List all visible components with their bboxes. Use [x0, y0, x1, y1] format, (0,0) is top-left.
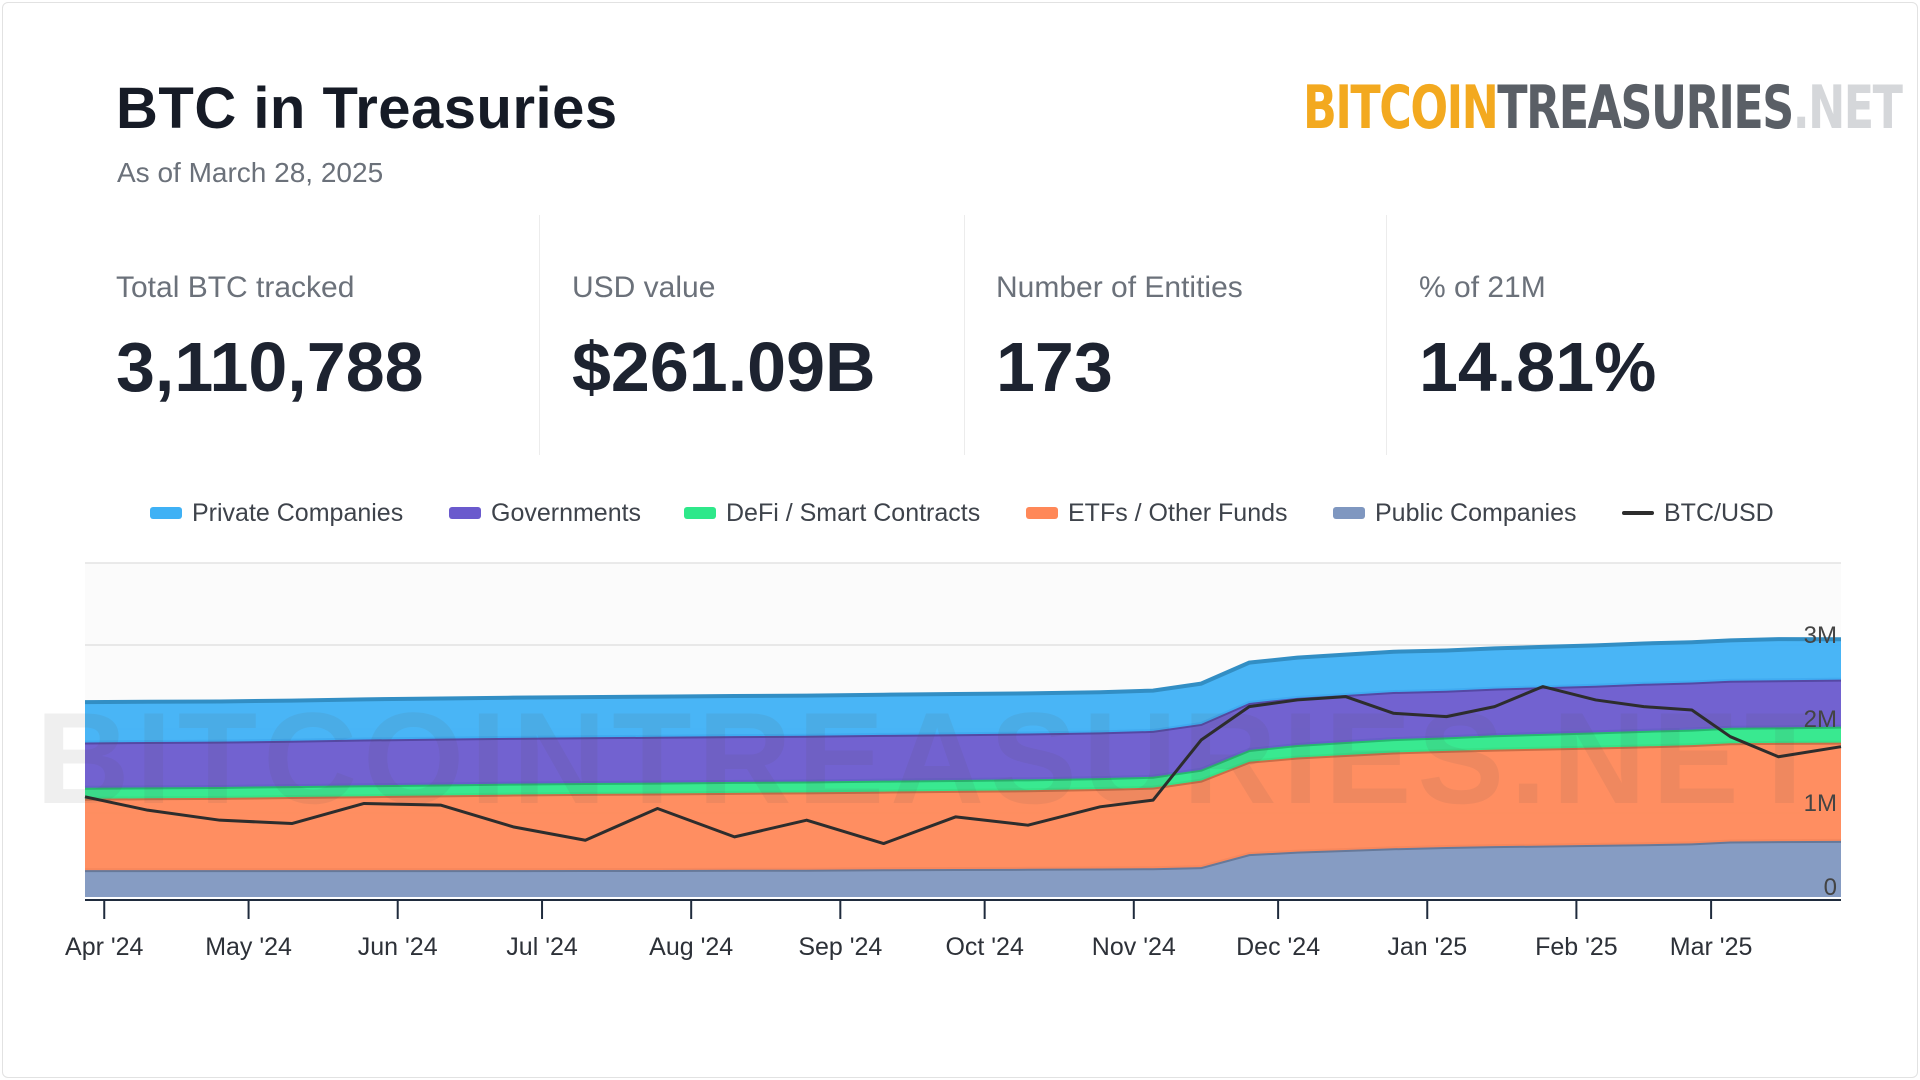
x-tick-label: May '24 [205, 933, 292, 961]
watermark-text: BITCOINTREASURIES.NET [36, 685, 1830, 831]
stat-label: % of 21M [1419, 271, 1546, 304]
x-tick-label: Jun '24 [358, 933, 438, 961]
stat-label: Number of Entities [996, 271, 1243, 304]
legend-item-public-companies[interactable]: Public Companies [1333, 493, 1577, 533]
stat-divider [539, 215, 540, 455]
x-tick-label: Aug '24 [649, 933, 733, 961]
area-public-companies [85, 840, 1841, 897]
legend-swatch [150, 507, 182, 519]
stat-value: 173 [996, 328, 1113, 406]
area-private-companies [85, 639, 1841, 743]
legend-label: Governments [491, 498, 642, 527]
x-tick-label: Jul '24 [506, 933, 578, 961]
stat-divider [1386, 215, 1387, 455]
btc-usd-line [84, 685, 1842, 846]
legend-swatch [1026, 507, 1058, 519]
y-tick-label: 0 [1824, 874, 1837, 901]
area-defi-smart-contracts [85, 726, 1841, 799]
area-etfs-other-funds [85, 742, 1841, 871]
page-title: BTC in Treasuries [116, 76, 618, 141]
x-axis-ticks: Apr '24 May '24 Jun '24 Jul '24 Aug '24 Sep '… [65, 900, 1752, 961]
as-of-date: As of March 28, 2025 [117, 157, 384, 188]
stacked-areas [84, 637, 1842, 897]
stat-divider [964, 215, 965, 455]
area-governments [85, 679, 1841, 788]
logo-part-bitcoin: BITCOIN [1303, 73, 1499, 143]
y-tick-label: 2M [1804, 706, 1837, 733]
legend-item-defi[interactable]: DeFi / Smart Contracts [684, 493, 980, 533]
area-chart: BITCOINTREASURIES.NET 0 1M 2M 3M Apr '24 May… [36, 562, 1842, 961]
logo-part-net: .NET [1792, 73, 1903, 143]
logo-part-treasuries: TREASURIES [1497, 73, 1794, 143]
chart-legend: Private Companies Governments DeFi / Sma… [3, 493, 1917, 533]
legend-item-private-companies[interactable]: Private Companies [150, 493, 403, 533]
stat-value: $261.09B [572, 328, 876, 406]
legend-label: DeFi / Smart Contracts [726, 498, 981, 527]
legend-label: BTC/USD [1664, 498, 1774, 527]
y-tick-label: 1M [1804, 790, 1837, 817]
stat-value: 14.81% [1419, 328, 1657, 406]
legend-label: Private Companies [192, 498, 404, 527]
stat-value: 3,110,788 [116, 328, 424, 406]
x-tick-label: Sep '24 [798, 933, 882, 961]
legend-item-btc-usd[interactable]: BTC/USD [1622, 493, 1774, 533]
x-tick-label: Feb '25 [1535, 933, 1618, 961]
area-private-companies-edge [84, 637, 1842, 705]
y-axis-ticks: 0 1M 2M 3M [1804, 622, 1837, 901]
btc-usd-line-group [84, 685, 1842, 846]
x-tick-label: Nov '24 [1092, 933, 1176, 961]
x-tick-label: Oct '24 [945, 933, 1024, 961]
stats-row: Total BTC tracked 3,110,788 USD value $2… [3, 215, 1917, 455]
x-tick-label: Dec '24 [1236, 933, 1320, 961]
legend-swatch [449, 507, 481, 519]
bitcointreasuries-logo[interactable]: BITCOINTREASURIES.NET [1303, 73, 1903, 143]
legend-item-governments[interactable]: Governments [449, 493, 641, 533]
legend-label: ETFs / Other Funds [1068, 498, 1288, 527]
x-tick-label: Jan '25 [1387, 933, 1467, 961]
legend-line-swatch [1622, 511, 1654, 515]
y-tick-label: 3M [1804, 622, 1837, 649]
legend-label: Public Companies [1375, 498, 1577, 527]
legend-item-etfs[interactable]: ETFs / Other Funds [1026, 493, 1288, 533]
x-tick-label: Apr '24 [65, 933, 144, 961]
stat-label: USD value [572, 271, 716, 304]
stat-label: Total BTC tracked [116, 271, 355, 304]
legend-swatch [684, 507, 716, 519]
legend-swatch [1333, 507, 1365, 519]
x-tick-label: Mar '25 [1670, 933, 1753, 961]
